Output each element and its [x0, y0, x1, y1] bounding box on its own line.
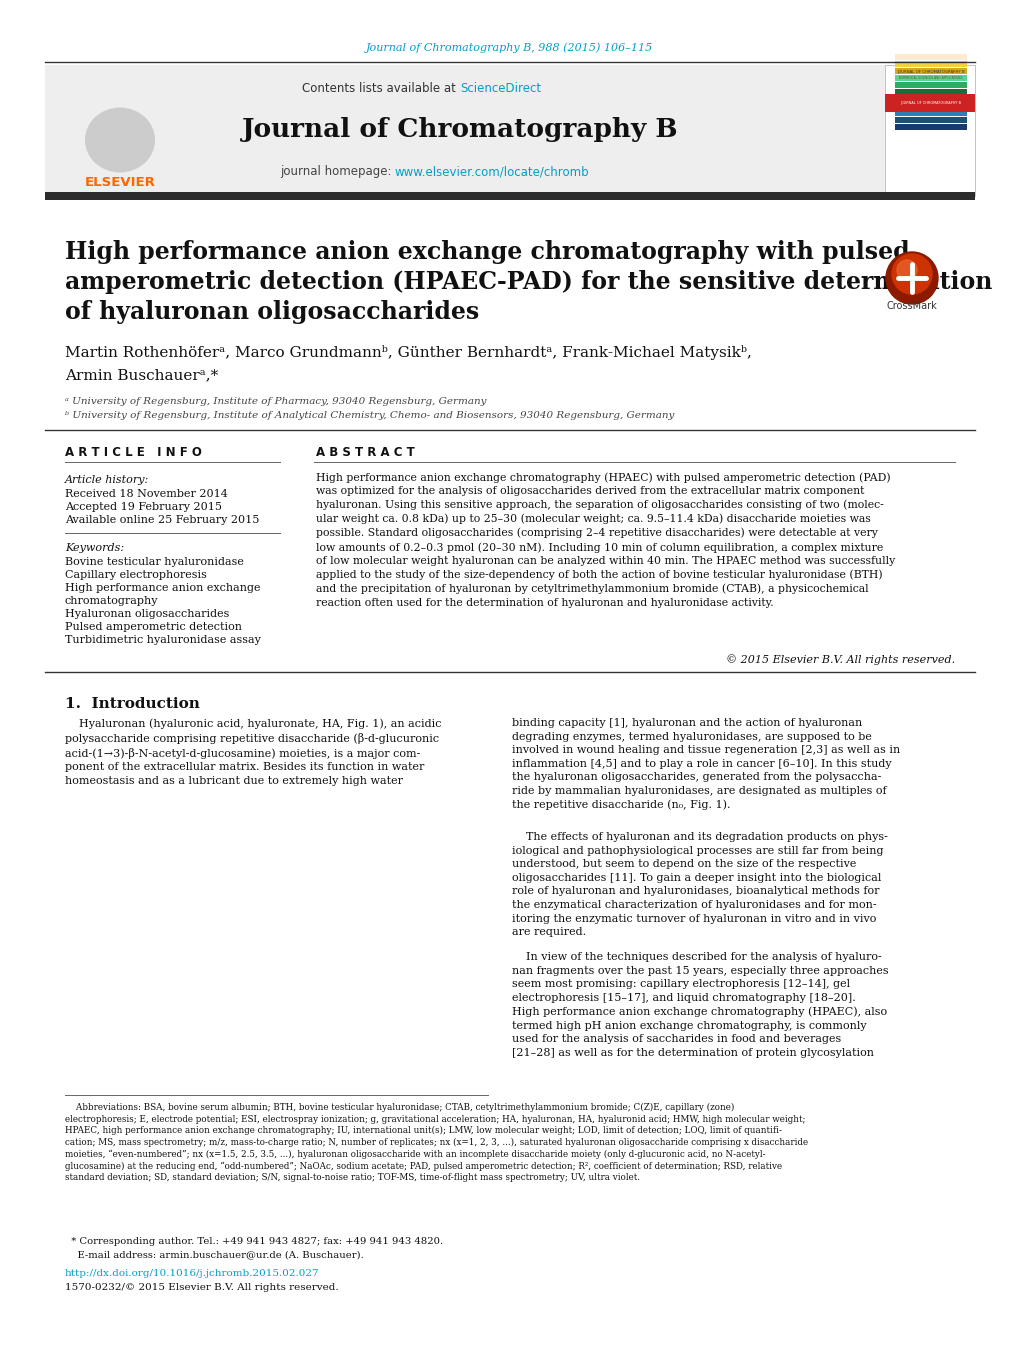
Bar — [894, 109, 966, 116]
Bar — [894, 61, 966, 68]
Bar — [894, 82, 966, 88]
Text: CrossMark: CrossMark — [886, 301, 936, 311]
Bar — [45, 65, 195, 195]
Bar — [45, 65, 884, 195]
Text: Pulsed amperometric detection: Pulsed amperometric detection — [65, 621, 242, 632]
Bar — [894, 124, 966, 130]
Text: High performance anion exchange: High performance anion exchange — [65, 584, 260, 593]
Text: Available online 25 February 2015: Available online 25 February 2015 — [65, 515, 259, 526]
Text: A B S T R A C T: A B S T R A C T — [316, 446, 415, 458]
Text: Accepted 19 February 2015: Accepted 19 February 2015 — [65, 503, 222, 512]
Text: BIOMEDICAL SCIENCES AND APPLICATIONS: BIOMEDICAL SCIENCES AND APPLICATIONS — [899, 76, 962, 80]
Text: 1570-0232/© 2015 Elsevier B.V. All rights reserved.: 1570-0232/© 2015 Elsevier B.V. All right… — [65, 1283, 338, 1293]
Text: ELSEVIER: ELSEVIER — [85, 177, 155, 189]
Bar — [894, 96, 966, 101]
Text: of hyaluronan oligosaccharides: of hyaluronan oligosaccharides — [65, 300, 479, 324]
Text: Article history:: Article history: — [65, 476, 149, 485]
Bar — [894, 76, 966, 81]
Text: Journal of Chromatography B: Journal of Chromatography B — [242, 118, 678, 142]
Text: JOURNAL OF CHROMATOGRAPHY B: JOURNAL OF CHROMATOGRAPHY B — [900, 101, 961, 105]
Text: © 2015 Elsevier B.V. All rights reserved.: © 2015 Elsevier B.V. All rights reserved… — [726, 655, 954, 666]
Text: Abbreviations: BSA, bovine serum albumin; BTH, bovine testicular hyaluronidase; : Abbreviations: BSA, bovine serum albumin… — [65, 1102, 807, 1182]
Text: Armin Buschauerᵃ,*: Armin Buschauerᵃ,* — [65, 367, 218, 382]
Text: JOURNAL OF CHROMATOGRAPHY B: JOURNAL OF CHROMATOGRAPHY B — [897, 70, 964, 74]
Text: Bovine testicular hyaluronidase: Bovine testicular hyaluronidase — [65, 557, 244, 567]
Text: Hyaluronan oligosaccharides: Hyaluronan oligosaccharides — [65, 609, 229, 619]
Ellipse shape — [85, 108, 155, 173]
Text: ᵃ University of Regensburg, Institute of Pharmacy, 93040 Regensburg, Germany: ᵃ University of Regensburg, Institute of… — [65, 397, 486, 407]
Text: * Corresponding author. Tel.: +49 941 943 4827; fax: +49 941 943 4820.: * Corresponding author. Tel.: +49 941 94… — [65, 1238, 442, 1247]
Bar — [894, 103, 966, 109]
Text: Martin Rothenhöferᵃ, Marco Grundmannᵇ, Günther Bernhardtᵃ, Frank-Michael Matysik: Martin Rothenhöferᵃ, Marco Grundmannᵇ, G… — [65, 345, 751, 359]
Text: Capillary electrophoresis: Capillary electrophoresis — [65, 570, 207, 580]
Bar — [884, 95, 974, 112]
Text: Received 18 November 2014: Received 18 November 2014 — [65, 489, 227, 499]
Text: binding capacity [1], hyaluronan and the action of hyaluronan
degrading enzymes,: binding capacity [1], hyaluronan and the… — [512, 717, 900, 811]
Text: http://dx.doi.org/10.1016/j.jchromb.2015.02.027: http://dx.doi.org/10.1016/j.jchromb.2015… — [65, 1270, 319, 1278]
Circle shape — [892, 254, 931, 295]
Text: ᵇ University of Regensburg, Institute of Analytical Chemistry, Chemo- and Biosen: ᵇ University of Regensburg, Institute of… — [65, 412, 674, 420]
Bar — [894, 68, 966, 74]
Text: The effects of hyaluronan and its degradation products on phys-
iological and pa: The effects of hyaluronan and its degrad… — [512, 832, 887, 938]
Text: chromatography: chromatography — [65, 596, 158, 607]
Text: ScienceDirect: ScienceDirect — [460, 81, 541, 95]
Bar — [894, 118, 966, 123]
Text: amperometric detection (HPAEC-PAD) for the sensitive determination: amperometric detection (HPAEC-PAD) for t… — [65, 270, 991, 295]
Text: 1.  Introduction: 1. Introduction — [65, 697, 200, 711]
Text: journal homepage:: journal homepage: — [279, 166, 394, 178]
Text: E-mail address: armin.buschauer@ur.de (A. Buschauer).: E-mail address: armin.buschauer@ur.de (A… — [65, 1251, 364, 1259]
Text: Contents lists available at: Contents lists available at — [302, 81, 460, 95]
Text: www.elsevier.com/locate/chromb: www.elsevier.com/locate/chromb — [394, 166, 589, 178]
Bar — [45, 192, 974, 200]
Circle shape — [896, 259, 916, 280]
Bar — [884, 65, 974, 196]
Text: Journal of Chromatography B, 988 (2015) 106–115: Journal of Chromatography B, 988 (2015) … — [366, 43, 653, 53]
Text: Turbidimetric hyaluronidase assay: Turbidimetric hyaluronidase assay — [65, 635, 261, 644]
Text: Keywords:: Keywords: — [65, 543, 124, 553]
Text: High performance anion exchange chromatography (HPAEC) with pulsed amperometric : High performance anion exchange chromato… — [316, 471, 895, 608]
Circle shape — [886, 253, 937, 304]
Bar — [894, 54, 966, 59]
Text: Hyaluronan (hyaluronic acid, hyaluronate, HA, Fig. 1), an acidic
polysaccharide : Hyaluronan (hyaluronic acid, hyaluronate… — [65, 717, 441, 786]
Text: In view of the techniques described for the analysis of hyaluro-
nan fragments o: In view of the techniques described for … — [512, 952, 888, 1058]
Text: A R T I C L E   I N F O: A R T I C L E I N F O — [65, 446, 202, 458]
Bar — [894, 89, 966, 95]
Text: High performance anion exchange chromatography with pulsed: High performance anion exchange chromato… — [65, 240, 909, 263]
